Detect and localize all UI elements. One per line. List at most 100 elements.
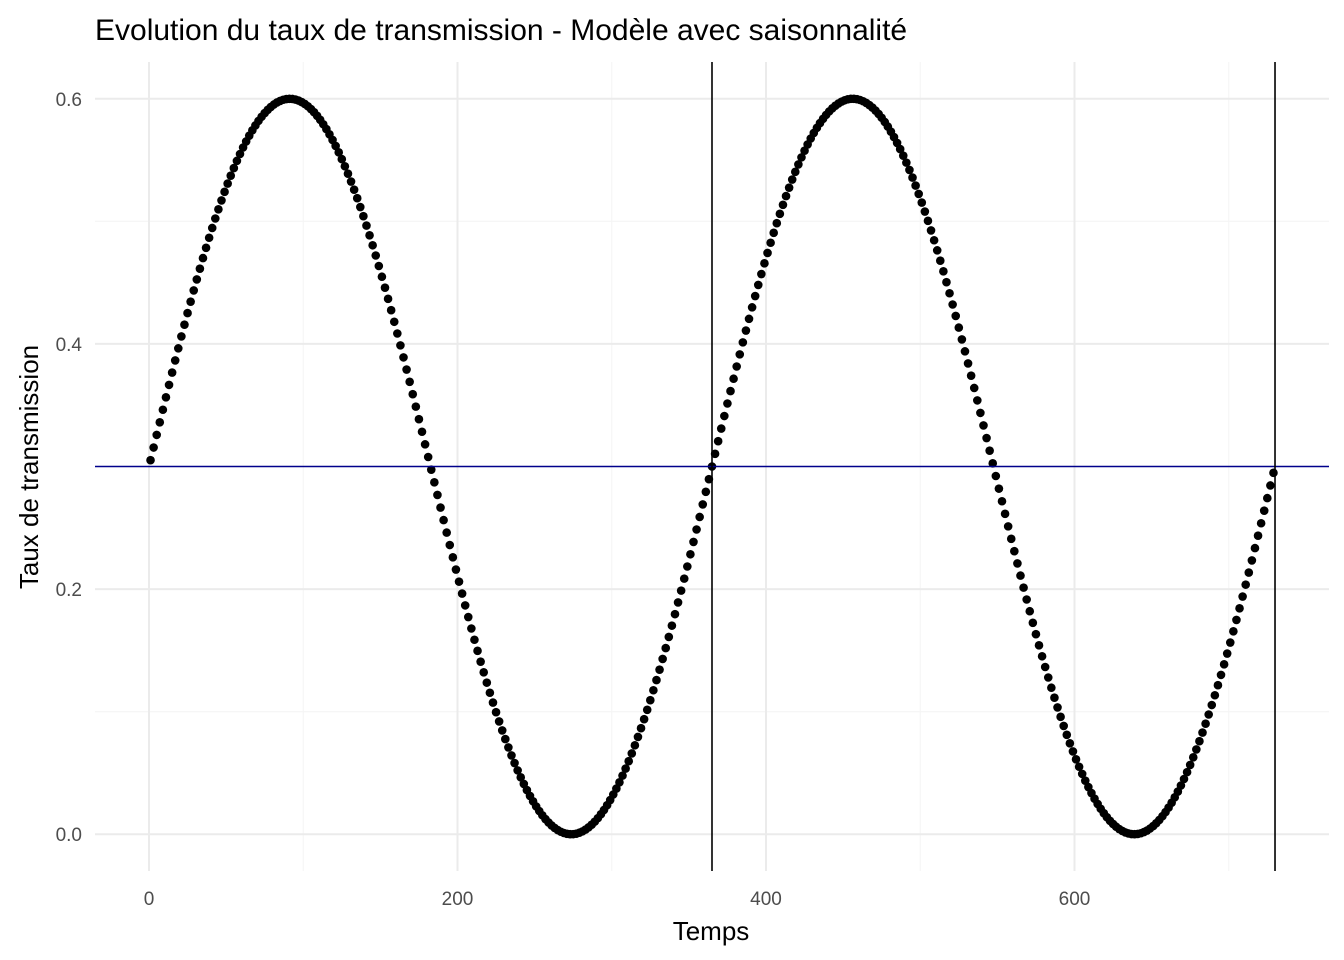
data-point bbox=[1010, 546, 1019, 556]
x-axis-ticks: 0 200 400 600 bbox=[144, 889, 1091, 910]
data-point bbox=[513, 766, 522, 775]
data-point bbox=[473, 646, 482, 656]
data-point bbox=[340, 161, 350, 171]
data-point bbox=[732, 362, 741, 371]
data-point bbox=[951, 311, 961, 321]
x-tick-label: 0 bbox=[144, 889, 155, 910]
y-axis-ticks: 0.0 0.2 0.4 0.6 bbox=[56, 90, 83, 846]
data-point bbox=[426, 465, 436, 474]
data-point bbox=[1056, 712, 1065, 722]
data-point bbox=[633, 732, 643, 742]
data-point bbox=[942, 277, 951, 287]
data-point bbox=[1043, 673, 1053, 682]
data-point bbox=[167, 368, 177, 377]
data-point bbox=[655, 665, 664, 674]
data-point bbox=[183, 308, 192, 318]
data-point bbox=[201, 243, 211, 253]
data-point bbox=[747, 303, 757, 312]
data-point bbox=[411, 402, 421, 411]
data-point bbox=[676, 586, 686, 595]
data-point bbox=[1195, 736, 1204, 746]
data-point bbox=[1247, 556, 1257, 565]
data-point bbox=[627, 749, 637, 758]
data-point bbox=[479, 667, 489, 677]
data-point bbox=[979, 421, 988, 430]
data-point bbox=[1050, 693, 1059, 703]
data-point bbox=[1034, 641, 1044, 650]
data-point bbox=[760, 259, 769, 268]
data-point bbox=[1016, 571, 1025, 580]
data-point bbox=[220, 187, 229, 197]
data-point bbox=[1185, 760, 1195, 770]
data-point bbox=[408, 389, 418, 399]
data-point bbox=[1229, 627, 1238, 636]
data-point bbox=[1235, 604, 1244, 613]
data-point bbox=[636, 723, 646, 733]
data-point bbox=[692, 525, 701, 534]
data-point bbox=[507, 751, 516, 760]
data-point bbox=[790, 167, 800, 177]
data-point bbox=[895, 144, 905, 154]
data-point bbox=[741, 326, 751, 335]
data-point bbox=[374, 261, 384, 271]
data-point bbox=[670, 609, 680, 619]
data-point bbox=[649, 685, 658, 695]
data-point bbox=[1028, 618, 1038, 628]
data-point bbox=[436, 503, 445, 512]
data-point bbox=[1062, 730, 1072, 740]
data-point bbox=[784, 183, 794, 192]
data-point bbox=[667, 621, 677, 630]
data-point bbox=[923, 216, 933, 226]
data-point bbox=[186, 297, 195, 306]
data-point bbox=[430, 478, 439, 487]
data-point bbox=[377, 272, 387, 282]
data-point bbox=[939, 267, 948, 276]
data-point bbox=[914, 189, 923, 199]
data-point bbox=[673, 598, 683, 607]
data-point bbox=[211, 214, 220, 223]
data-point bbox=[164, 380, 174, 390]
data-point bbox=[769, 228, 778, 238]
data-point bbox=[1080, 776, 1090, 785]
data-point bbox=[516, 773, 526, 782]
data-point bbox=[1022, 595, 1031, 604]
data-point bbox=[161, 392, 171, 402]
data-point bbox=[470, 635, 479, 645]
data-point bbox=[155, 418, 165, 427]
data-point bbox=[180, 320, 189, 329]
data-point bbox=[343, 169, 353, 179]
data-point bbox=[1037, 651, 1047, 661]
data-point bbox=[146, 455, 155, 465]
data-point bbox=[454, 577, 464, 586]
data-point bbox=[757, 269, 766, 279]
y-tick-label: 0.0 bbox=[56, 825, 82, 846]
data-point bbox=[973, 396, 982, 405]
data-point bbox=[460, 601, 470, 610]
data-point bbox=[701, 487, 711, 497]
data-point bbox=[1222, 649, 1232, 658]
reference-lines bbox=[95, 62, 1329, 871]
x-tick-label: 600 bbox=[1059, 889, 1091, 910]
data-point bbox=[488, 698, 498, 707]
data-point bbox=[226, 171, 236, 180]
data-point bbox=[766, 238, 775, 248]
data-point bbox=[1256, 518, 1266, 528]
data-point bbox=[982, 433, 991, 443]
data-point bbox=[966, 371, 976, 380]
data-point bbox=[1025, 606, 1035, 616]
data-point bbox=[1253, 531, 1263, 541]
x-tick-label: 400 bbox=[750, 889, 782, 910]
y-tick-label: 0.4 bbox=[56, 335, 83, 356]
data-point bbox=[658, 654, 667, 664]
data-point bbox=[929, 235, 939, 245]
data-point bbox=[1210, 690, 1220, 700]
data-point bbox=[1192, 745, 1201, 754]
data-point bbox=[174, 344, 183, 353]
data-point bbox=[371, 251, 381, 260]
data-point bbox=[988, 459, 998, 468]
data-point bbox=[1266, 481, 1275, 490]
data-point bbox=[729, 374, 738, 384]
data-point bbox=[1259, 506, 1269, 515]
data-point bbox=[485, 688, 495, 698]
data-point bbox=[195, 264, 205, 273]
